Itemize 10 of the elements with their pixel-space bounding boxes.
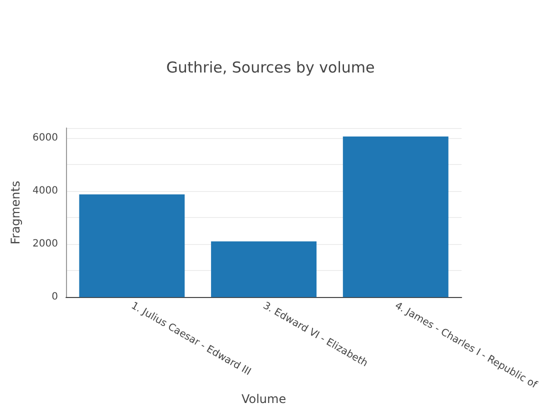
y-tick-label: 4000 — [32, 185, 58, 196]
x-axis-title: Volume — [241, 392, 286, 406]
bar — [79, 194, 185, 298]
y-axis-title: Fragments — [8, 180, 23, 244]
y-tick-label: 0 — [52, 292, 58, 303]
chart-title: Guthrie, Sources by volume — [166, 58, 375, 76]
bar — [342, 136, 448, 298]
bar — [211, 241, 317, 298]
y-tick-label: 2000 — [32, 238, 58, 250]
y-tick-label: 6000 — [32, 132, 58, 144]
